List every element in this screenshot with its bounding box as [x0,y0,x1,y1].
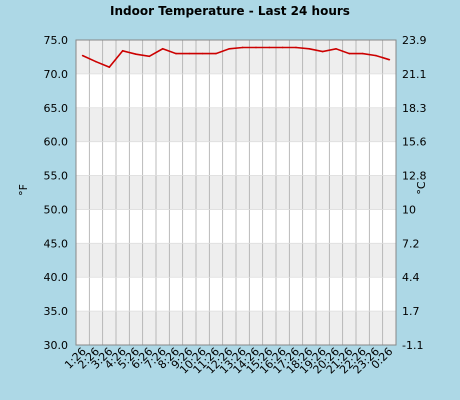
data-point [388,58,391,61]
y-tick-label-right: 1.7 [402,305,420,318]
data-point [81,54,84,57]
vertical-gridlines [88,40,384,345]
y-tick-label-right: 10 [402,203,416,216]
data-point [241,46,244,49]
data-point [188,52,191,55]
y-tick-label-right: 4.4 [402,271,420,284]
series-layer [81,46,391,69]
data-point [161,48,164,50]
y-tick-label-right: 21.1 [402,68,427,81]
y-tick-label-left: 70.0 [44,68,69,81]
y-tick-label-left: 50.0 [44,203,69,216]
y-axis-right-ticks: -1.1 1.7 4.4 7.2 10 12.8 15.6 18.3 21.1 23.9 [402,34,427,352]
horizontal-gridlines [76,73,396,312]
y-axis-label-left: °F [17,184,30,196]
y-tick-label-right: 15.6 [402,136,427,149]
data-point [121,50,124,52]
y-tick-label-left: 60.0 [44,136,69,149]
x-axis-ticks: 1:262:263:264:265:266:267:268:269:2610:2… [62,345,395,377]
y-axis-label-right: °C [415,181,428,195]
data-point [295,46,297,49]
data-point [335,48,337,50]
series-line [82,46,390,69]
y-tick-label-right: 18.3 [402,102,427,115]
plot-frame [75,39,397,346]
data-point [201,52,204,55]
data-point [348,52,351,55]
data-point [215,52,217,55]
data-point [281,46,284,49]
chart-title: Indoor Temperature - Last 24 hours [110,4,350,18]
data-point [255,46,257,49]
y-tick-label-left: 65.0 [44,102,69,115]
data-point [308,48,311,50]
y-tick-label-left: 75.0 [44,34,69,47]
data-point [108,66,111,68]
y-tick-label-left: 40.0 [44,271,69,284]
y-axis-left-ticks: 30.0 35.0 40.0 45.0 50.0 55.0 60.0 65.0 70.0 75.0 [44,34,69,352]
y-tick-label-right: 23.9 [402,34,427,47]
data-point [135,53,137,56]
data-point [95,60,97,63]
y-tick-label-right: -1.1 [402,339,423,352]
data-point [375,54,377,57]
y-tick-label-left: 35.0 [44,305,69,318]
data-point [228,48,231,50]
y-tick-label-left: 45.0 [44,237,69,250]
y-tick-label-right: 7.2 [402,237,420,250]
data-point [148,55,151,58]
y-tick-label-left: 55.0 [44,170,69,183]
data-point [268,46,271,49]
y-tick-label-right: 12.8 [402,170,427,183]
data-point [321,50,324,53]
data-point [175,52,177,55]
y-tick-label-left: 30.0 [44,339,69,352]
data-point [361,52,364,55]
